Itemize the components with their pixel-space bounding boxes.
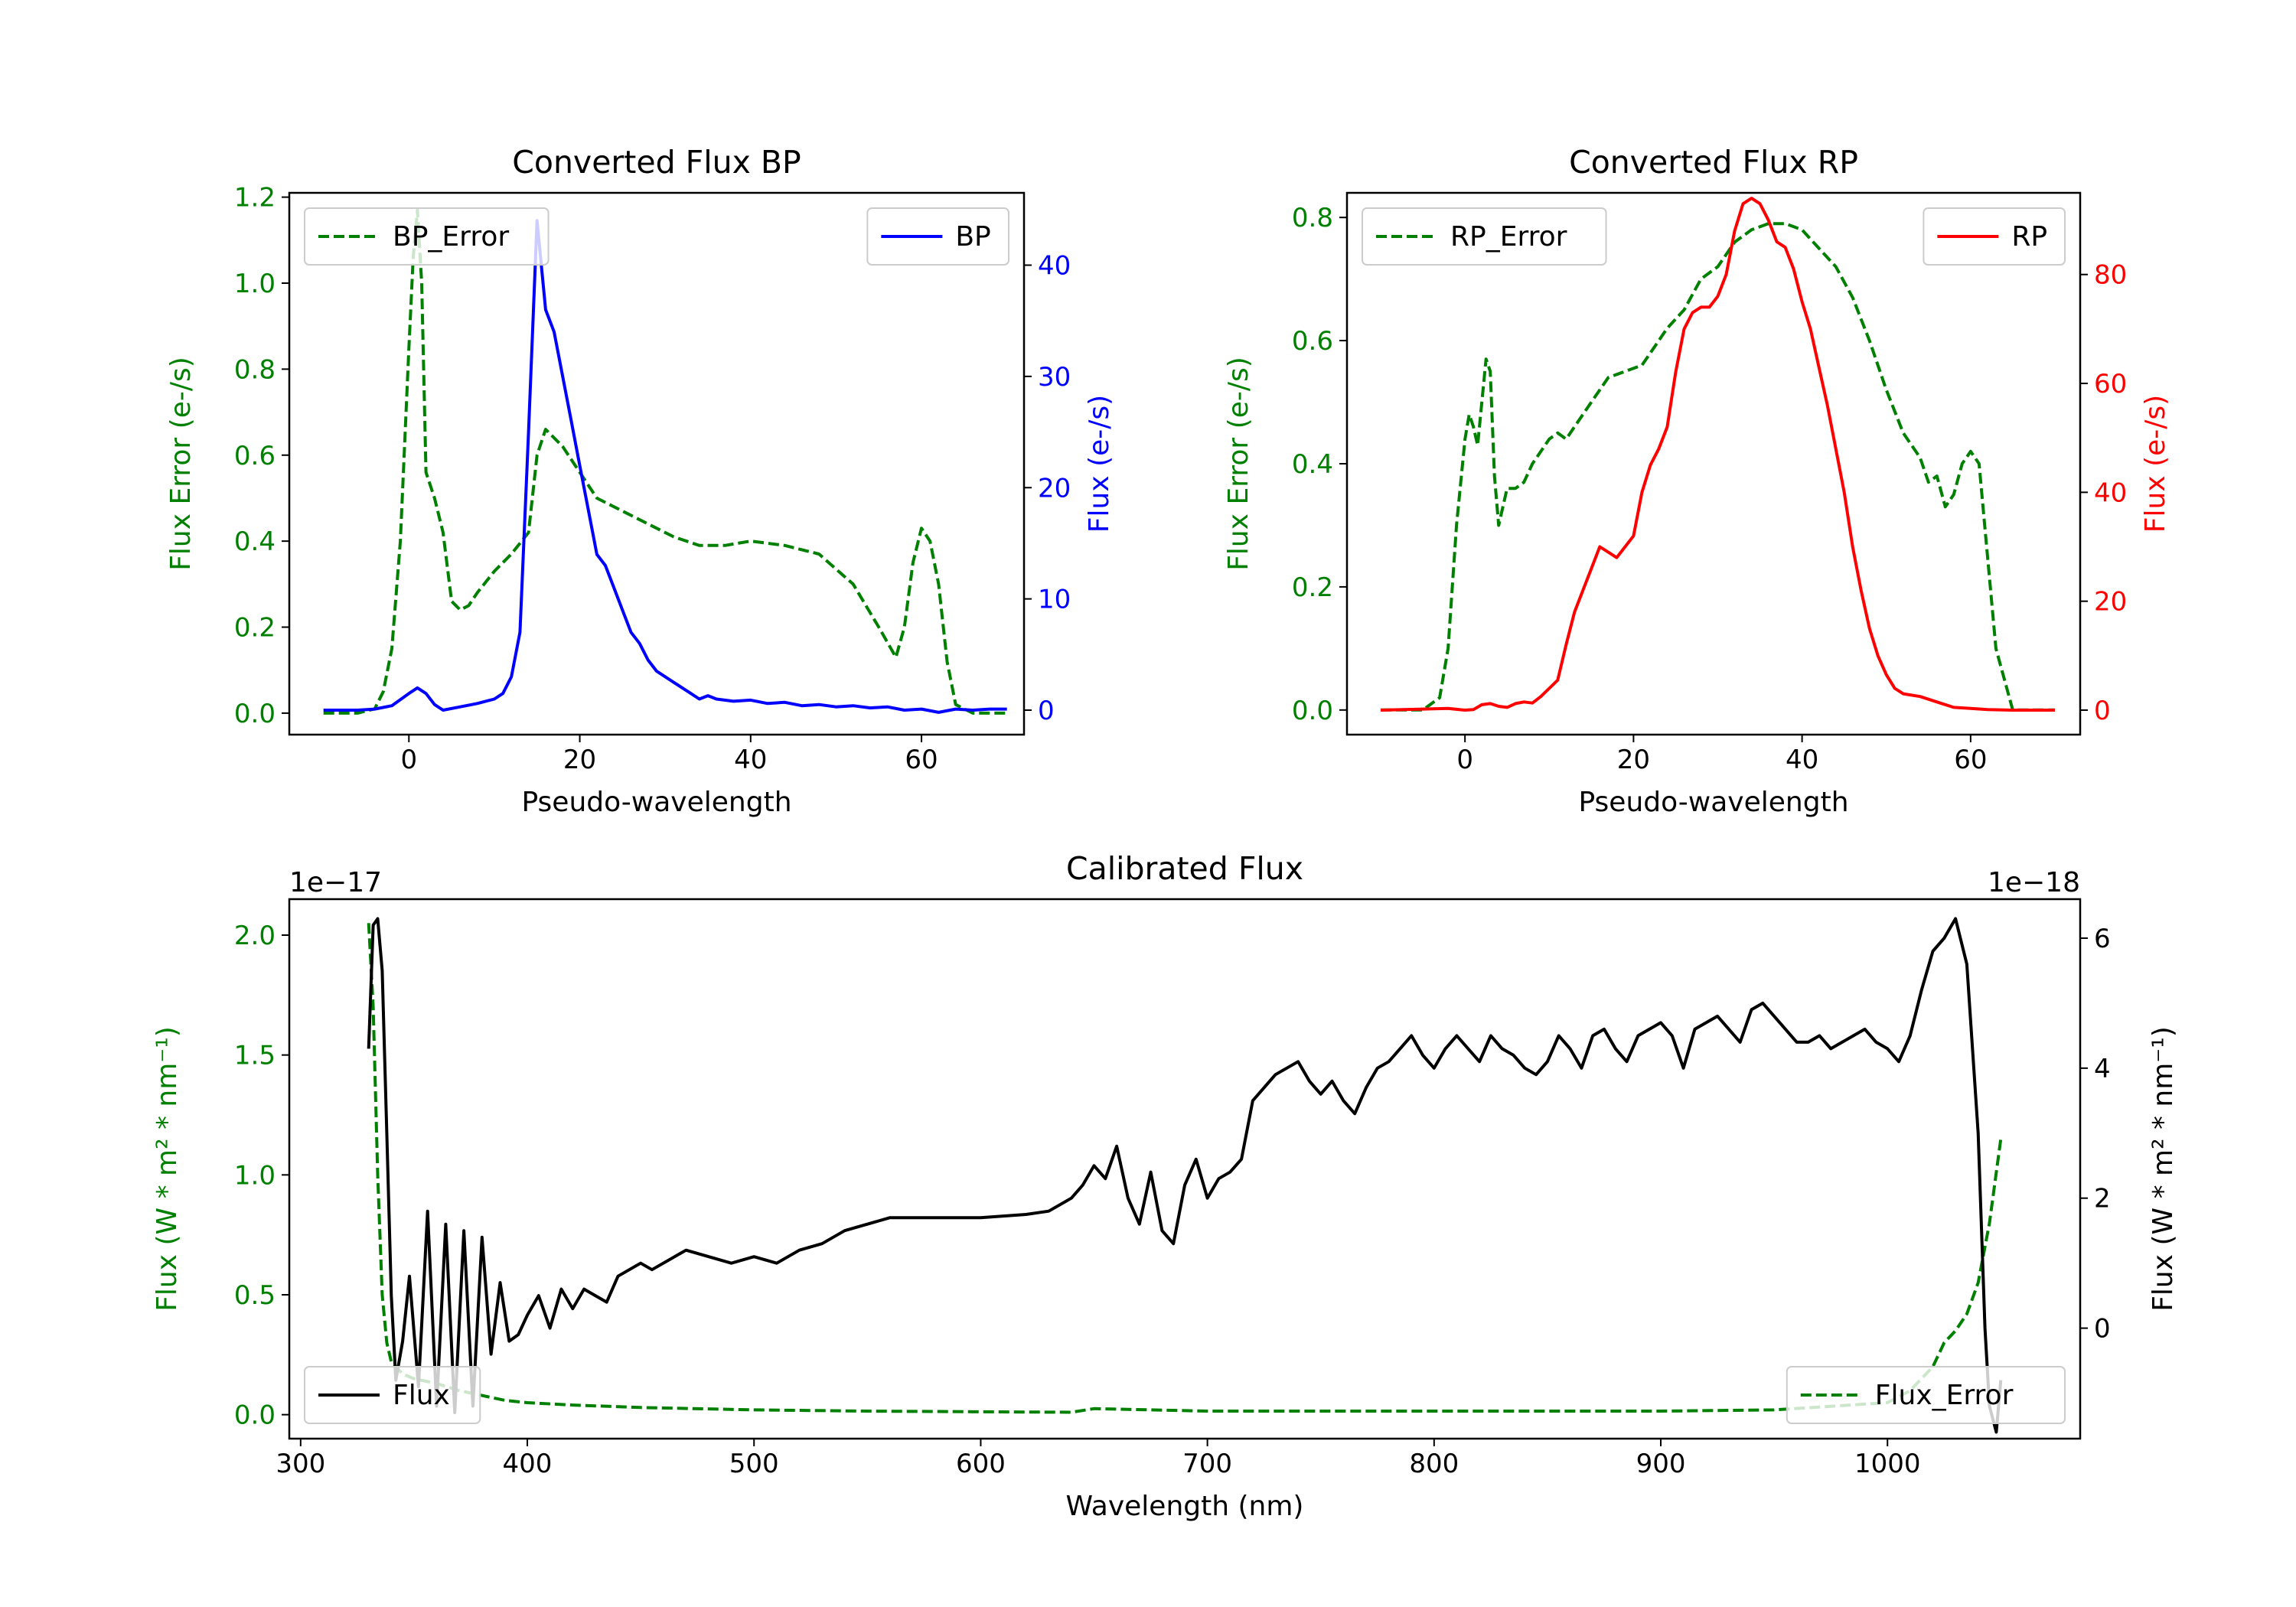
y-right-tick-label: 40 <box>2094 478 2127 508</box>
x-axis-label: Wavelength (nm) <box>1066 1491 1304 1522</box>
y-right-tick-label: 2 <box>2094 1184 2111 1214</box>
legend-label: BP_Error <box>393 221 509 253</box>
offset-label-right: 1e−18 <box>1988 867 2080 898</box>
y-left-tick-label: 0.0 <box>234 699 276 729</box>
legend-label: RP <box>2011 221 2047 253</box>
x-tick-label: 800 <box>1409 1449 1459 1479</box>
legend-rp-error: RP_Error <box>1362 207 1607 266</box>
y-right-tick-label: 6 <box>2094 924 2111 954</box>
x-tick-label: 20 <box>563 745 596 775</box>
x-tick-label: 60 <box>1954 745 1987 775</box>
legend-box <box>1786 1366 2066 1424</box>
legend-bp: BP <box>866 207 1009 266</box>
series-rp <box>1380 197 2055 712</box>
legend-bp-error: BP_Error <box>304 207 550 266</box>
y-left-tick-label: 0.0 <box>234 1400 276 1431</box>
y-right-tick-label: 20 <box>2094 587 2127 618</box>
x-tick-label: 900 <box>1636 1449 1686 1479</box>
y-right-tick-label: 20 <box>1038 473 1071 504</box>
x-tick-label: 500 <box>729 1449 779 1479</box>
chart-title: Converted Flux BP <box>512 144 801 181</box>
x-axis-label: Pseudo-wavelength <box>1578 787 1848 818</box>
plot-frame <box>288 898 2082 1440</box>
y-right-tick-label: 0 <box>1038 696 1055 726</box>
plot-area <box>1380 197 2055 712</box>
chart-3: 300 400 500 600 700 800 900 1000 0.0 0.5 1.0 1.5 2.0… <box>152 850 2179 1522</box>
x-axis-label: Pseudo-wavelength <box>521 787 791 818</box>
legend-label: BP <box>955 221 990 253</box>
chart-title: Converted Flux RP <box>1569 144 1858 181</box>
y-right-tick-label: 30 <box>1038 362 1071 393</box>
y-right-axis-label: Flux (e-/s) <box>1084 395 1115 533</box>
x-tick-label: 0 <box>1456 745 1473 775</box>
y-left-tick-label: 0.2 <box>1292 572 1333 603</box>
legend-box <box>304 1366 481 1424</box>
legend-flux: Flux <box>304 1366 481 1424</box>
series-flux <box>367 917 2003 1434</box>
series-bp <box>323 219 1007 714</box>
y-left-axis-label: Flux Error (e-/s) <box>165 357 197 571</box>
legend-rp: RP <box>1923 207 2066 266</box>
legend-label: Flux <box>393 1380 450 1411</box>
y-left-tick-label: 0.5 <box>234 1280 276 1311</box>
y-left-tick-label: 1.2 <box>234 183 276 214</box>
y-left-tick-label: 1.5 <box>234 1041 276 1071</box>
legend-label: RP_Error <box>1450 221 1567 253</box>
chart-1: 0 20 40 60 0.0 0.2 0.4 0.6 0.8 1.0 1.2 0 10 20 30 40 Con… <box>165 144 1115 818</box>
y-right-axis-label: Flux (W * m² * nm⁻¹) <box>2148 1026 2179 1312</box>
x-tick-label: 1000 <box>1854 1449 1921 1479</box>
y-right-tick-label: 60 <box>2094 369 2127 399</box>
x-tick-label: 20 <box>1617 745 1650 775</box>
x-tick-label: 400 <box>503 1449 553 1479</box>
y-left-tick-label: 0.6 <box>1292 326 1333 357</box>
y-left-tick-label: 0.0 <box>1292 696 1333 726</box>
series-bp-error <box>323 208 1007 715</box>
legend-label: Flux_Error <box>1875 1380 2014 1411</box>
plot-frame <box>1345 191 2082 736</box>
chart-title: Calibrated Flux <box>1066 850 1303 887</box>
plot-area <box>323 208 1007 715</box>
y-right-tick-label: 40 <box>1038 250 1071 281</box>
x-tick-label: 300 <box>276 1449 325 1479</box>
y-left-tick-label: 0.8 <box>234 354 276 385</box>
plot-area <box>367 917 2003 1434</box>
x-tick-label: 40 <box>1786 745 1818 775</box>
x-tick-label: 600 <box>956 1449 1006 1479</box>
x-tick-label: 700 <box>1182 1449 1232 1479</box>
y-left-axis-label: Flux (W * m² * nm⁻¹) <box>152 1026 183 1312</box>
plot-frame <box>288 191 1026 736</box>
x-tick-label: 0 <box>400 745 417 775</box>
y-left-tick-label: 0.2 <box>234 613 276 644</box>
legend-flux-error: Flux_Error <box>1786 1366 2066 1424</box>
y-left-tick-label: 0.4 <box>234 526 276 557</box>
x-tick-label: 40 <box>734 745 767 775</box>
y-right-tick-label: 0 <box>2094 1314 2111 1345</box>
y-right-axis-label: Flux (e-/s) <box>2140 395 2171 533</box>
y-right-tick-label: 0 <box>2094 696 2111 726</box>
x-tick-label: 60 <box>905 745 938 775</box>
y-left-tick-label: 1.0 <box>234 1160 276 1191</box>
y-left-tick-label: 0.8 <box>1292 203 1333 233</box>
legend-box <box>304 207 550 266</box>
y-left-tick-label: 2.0 <box>234 921 276 951</box>
chart-2: 0 20 40 60 0.0 0.2 0.4 0.6 0.8 0 20 40 60 80 Converted… <box>1223 144 2171 818</box>
offset-label-left: 1e−17 <box>289 867 382 898</box>
y-right-tick-label: 80 <box>2094 260 2127 291</box>
series-rp-error <box>1381 222 2055 712</box>
y-right-tick-label: 4 <box>2094 1054 2111 1084</box>
y-left-tick-label: 1.0 <box>234 269 276 299</box>
legend-box <box>1362 207 1607 266</box>
y-right-tick-label: 10 <box>1038 585 1071 615</box>
y-left-axis-label: Flux Error (e-/s) <box>1223 357 1254 571</box>
y-left-tick-label: 0.4 <box>1292 449 1333 480</box>
series-flux-error <box>367 923 2003 1414</box>
y-left-tick-label: 0.6 <box>234 441 276 471</box>
